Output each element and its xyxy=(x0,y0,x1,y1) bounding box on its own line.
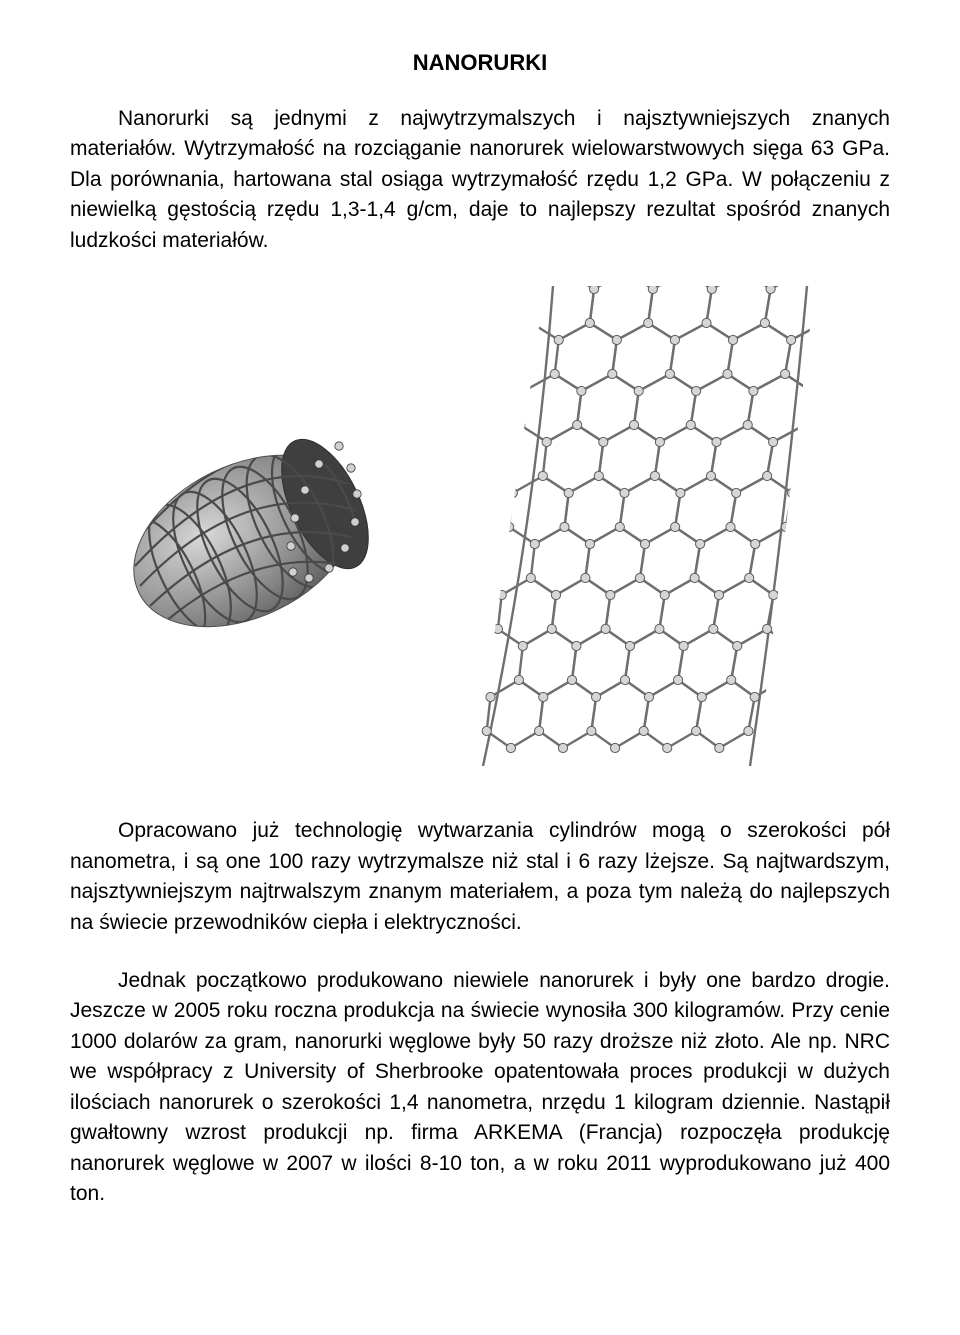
nanotube-hex-lattice xyxy=(435,286,865,766)
page-title: NANORURKI xyxy=(70,50,890,76)
figure-row xyxy=(70,286,890,766)
paragraph-1: Nanorurki są jednymi z najwytrzymalszych… xyxy=(70,104,890,256)
paragraph-1-text: Nanorurki są jednymi z najwytrzymalszych… xyxy=(70,107,890,252)
paragraph-3: Jednak początkowo produkowano niewiele n… xyxy=(70,966,890,1210)
paragraph-2-text: Opracowano już technologię wytwarzania c… xyxy=(70,819,890,933)
paragraph-3-text: Jednak początkowo produkowano niewiele n… xyxy=(70,969,890,1205)
nanotube-3d-render xyxy=(95,376,395,676)
paragraph-2: Opracowano już technologię wytwarzania c… xyxy=(70,816,890,938)
